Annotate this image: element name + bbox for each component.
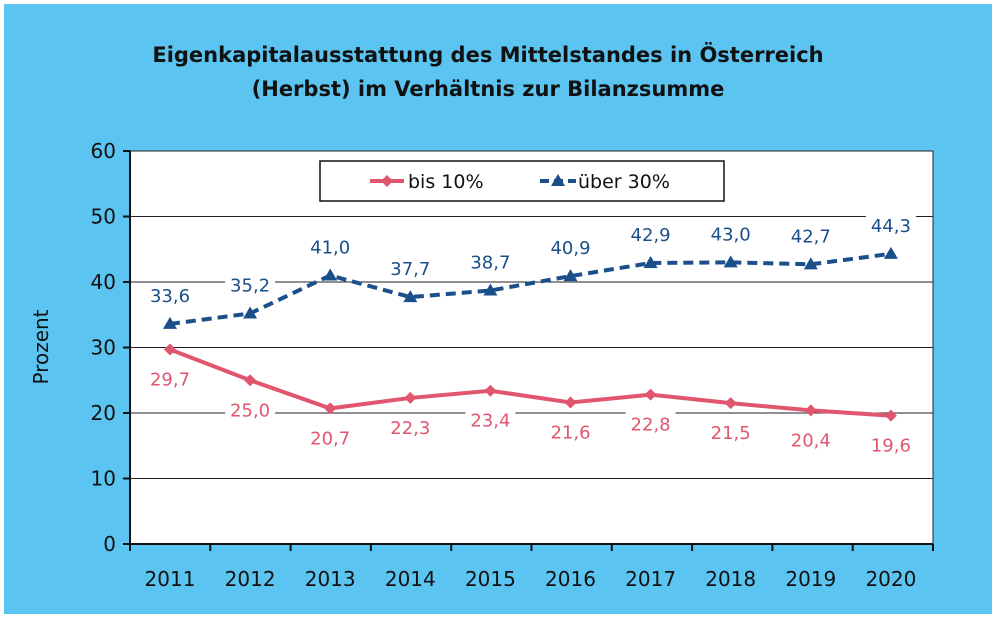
data-point-diamond xyxy=(404,391,417,404)
data-label: 44,3 xyxy=(871,216,911,237)
data-label-bg xyxy=(545,419,596,444)
series-line-1 xyxy=(169,251,892,326)
data-label: 23,4 xyxy=(470,411,510,432)
legend: bis 10% über 30% xyxy=(319,160,725,202)
data-label: 40,9 xyxy=(550,238,590,259)
data-point-diamond xyxy=(244,374,257,387)
data-label: 21,5 xyxy=(711,423,751,444)
x-tick-label: 2017 xyxy=(625,567,676,591)
data-label-bg xyxy=(145,282,195,307)
data-point-diamond xyxy=(484,384,497,397)
x-tick-label: 2015 xyxy=(465,567,516,591)
chart-title-line2: (Herbst) im Verhältnis zur Bilanzsumme xyxy=(252,77,725,101)
data-point-diamond xyxy=(644,388,657,401)
series-line-0 xyxy=(169,347,892,418)
data-label: 38,7 xyxy=(470,253,510,274)
x-tick-label: 2011 xyxy=(145,567,196,591)
y-tick-label: 30 xyxy=(91,336,116,360)
data-point-triangle xyxy=(483,283,498,296)
data-point-triangle xyxy=(323,268,338,281)
data-point-diamond xyxy=(164,343,176,356)
data-point-triangle xyxy=(643,256,658,269)
x-tick-label: 2013 xyxy=(305,567,356,591)
legend-label-bis-10: bis 10% xyxy=(408,171,484,193)
y-tick-label: 0 xyxy=(103,532,116,556)
x-tick-label: 2016 xyxy=(545,567,596,591)
legend-diamond-marker-icon xyxy=(381,175,393,187)
data-point-diamond xyxy=(804,404,817,417)
data-label-bg xyxy=(705,221,756,246)
data-point-triangle xyxy=(883,246,898,259)
data-label-bg xyxy=(225,397,276,422)
y-tick-label: 50 xyxy=(91,205,116,229)
data-label-bg xyxy=(785,223,836,248)
data-label: 20,4 xyxy=(791,430,831,451)
legend-label-ueber-30: über 30% xyxy=(578,171,670,193)
y-tick-label: 60 xyxy=(91,139,116,163)
data-label-bg xyxy=(545,235,596,260)
data-point-triangle xyxy=(403,290,418,303)
x-tick-label: 2018 xyxy=(705,567,756,591)
data-label: 43,0 xyxy=(711,224,751,245)
data-label: 42,7 xyxy=(791,226,831,247)
data-point-diamond xyxy=(564,396,577,409)
data-label-bg xyxy=(465,249,516,274)
data-point-diamond xyxy=(324,402,337,415)
data-label: 19,6 xyxy=(871,436,911,457)
data-label-bg xyxy=(465,407,516,432)
data-point-triangle xyxy=(163,316,177,329)
x-tick-label: 2014 xyxy=(385,567,436,591)
data-point-triangle xyxy=(803,257,818,270)
data-label-bg xyxy=(385,256,436,281)
data-label-bg xyxy=(865,432,916,457)
data-point-triangle xyxy=(723,255,738,268)
data-label-bg xyxy=(305,425,356,450)
data-label: 21,6 xyxy=(550,423,590,444)
data-label-bg xyxy=(625,411,676,436)
chart-title-line1: Eigenkapitalausstattung des Mittelstande… xyxy=(152,42,823,67)
data-point-triangle xyxy=(563,269,578,282)
data-label: 29,7 xyxy=(150,369,190,390)
data-point-diamond xyxy=(724,397,737,410)
y-axis-label: Prozent xyxy=(29,309,53,384)
data-point-diamond xyxy=(884,409,897,422)
data-label: 33,6 xyxy=(150,286,190,307)
data-label: 37,7 xyxy=(390,259,430,280)
y-tick-label: 20 xyxy=(91,401,116,425)
data-label: 22,8 xyxy=(631,415,671,436)
x-tick-label: 2012 xyxy=(225,567,276,591)
legend-triangle-marker-icon xyxy=(551,174,565,186)
data-point-triangle xyxy=(243,306,258,319)
data-label-bg xyxy=(225,272,276,297)
data-label-bg xyxy=(625,222,676,247)
data-label-bg xyxy=(385,414,436,439)
data-label: 22,3 xyxy=(390,418,430,439)
data-label: 35,2 xyxy=(230,275,270,296)
y-tick-label: 40 xyxy=(91,270,116,294)
data-label: 41,0 xyxy=(310,237,350,258)
data-label-bg xyxy=(865,212,916,237)
data-label: 20,7 xyxy=(310,428,350,449)
data-label-bg xyxy=(305,234,356,259)
data-label-bg xyxy=(705,420,756,445)
x-tick-label: 2020 xyxy=(865,567,916,591)
x-tick-label: 2019 xyxy=(785,567,836,591)
data-label: 42,9 xyxy=(631,225,671,246)
data-label-bg xyxy=(785,427,836,452)
y-tick-label: 10 xyxy=(91,467,116,491)
data-label-bg xyxy=(145,366,195,391)
data-label: 25,0 xyxy=(230,400,270,421)
